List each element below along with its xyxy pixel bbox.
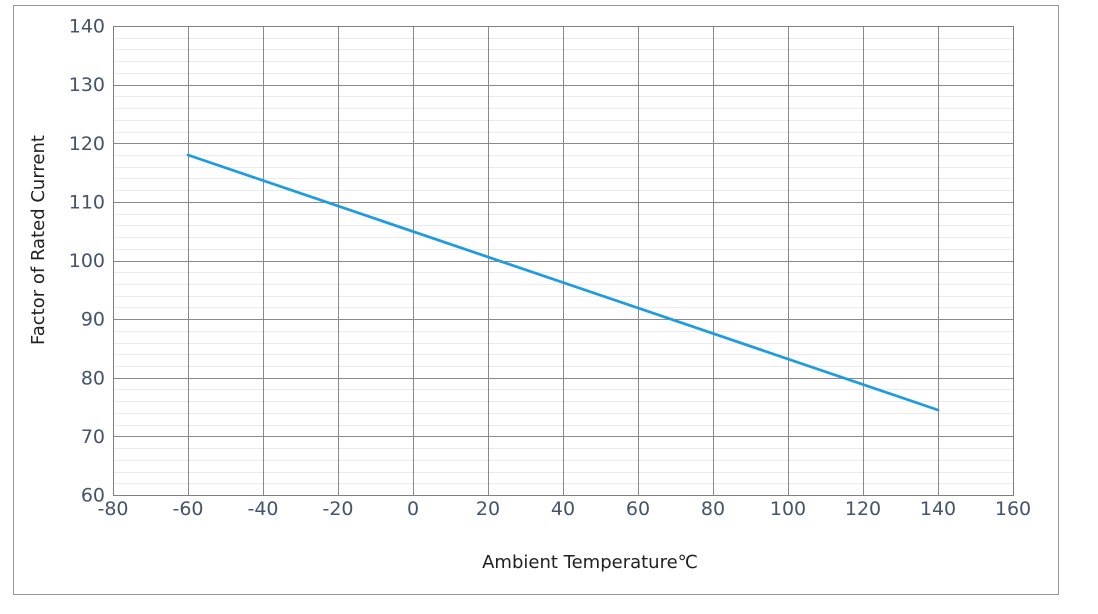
y-tick-label: 110 [69,191,105,213]
x-axis-tick-labels: -80 -60 -40 -20 0 20 40 60 80 100 120 140 160 [97,498,1031,520]
y-tick-label: 60 [81,485,105,507]
x-tick-label: 40 [551,498,575,520]
y-tick-label: 100 [69,250,105,272]
y-axis-title: Factor of Rated Current [28,135,49,345]
x-tick-label: -80 [97,498,128,520]
data-line-factor-of-rated-current [186,153,940,412]
y-tick-label: 130 [69,74,105,96]
x-tick-label: 20 [476,498,500,520]
y-tick-label: 70 [81,426,105,448]
x-tick-label: 80 [701,498,725,520]
y-tick-label: 80 [81,367,105,389]
x-tick-label: 0 [407,498,419,520]
x-tick-label: -40 [247,498,278,520]
x-tick-label: 140 [920,498,956,520]
x-tick-label: -60 [172,498,203,520]
x-tick-label: -20 [322,498,353,520]
y-tick-label: 90 [81,309,105,331]
x-tick-label: 120 [845,498,881,520]
plot-area-border [113,26,1014,496]
y-axis-tick-labels: 60 70 80 90 100 110 120 130 140 [69,16,105,507]
x-tick-label: 160 [995,498,1031,520]
x-tick-label: 60 [626,498,650,520]
y-tick-label: 120 [69,133,105,155]
major-gridlines [113,26,1013,495]
y-tick-label: 140 [69,16,105,38]
x-axis-title: Ambient Temperature℃ [482,552,698,573]
x-tick-label: 100 [770,498,806,520]
figure-border [13,5,1059,595]
